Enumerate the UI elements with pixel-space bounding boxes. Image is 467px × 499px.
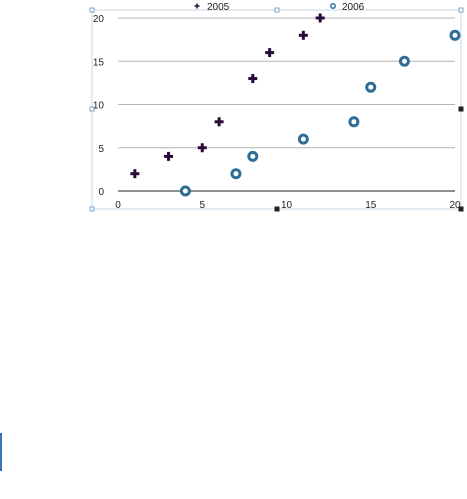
- data-point-plus: [194, 3, 200, 9]
- data-point-ring: [348, 116, 360, 128]
- selection-handle[interactable]: [89, 206, 95, 212]
- plot-area: [130, 13, 461, 197]
- data-point-ring: [330, 3, 336, 9]
- legend-item: 2005: [194, 2, 230, 13]
- selection-handle[interactable]: [458, 7, 464, 13]
- data-point-plus: [130, 169, 140, 179]
- data-point-ring: [398, 55, 410, 67]
- data-point-ring: [449, 29, 461, 41]
- selection-handle[interactable]: [274, 206, 280, 212]
- selection-border: [91, 9, 462, 210]
- legend-item: 2006: [330, 2, 365, 13]
- legend-label: 2006: [342, 2, 365, 13]
- y-tick-label: 15: [93, 57, 105, 68]
- selection-handles[interactable]: [89, 7, 464, 212]
- data-point-plus: [315, 13, 325, 23]
- selection-handle[interactable]: [458, 106, 464, 112]
- series-2005: [130, 13, 325, 179]
- data-point-plus: [214, 117, 224, 127]
- y-tick-label: 10: [93, 101, 105, 112]
- data-point-ring: [247, 150, 259, 162]
- data-point-plus: [248, 74, 258, 84]
- y-tick-labels: 0 5 10 15 20: [93, 14, 105, 198]
- x-tick-label: 5: [199, 200, 205, 211]
- x-tick-label: 10: [281, 200, 293, 211]
- y-tick-label: 5: [98, 144, 104, 155]
- data-point-ring: [230, 168, 242, 180]
- series-2006: [179, 29, 461, 197]
- legend-label: 2005: [207, 2, 230, 13]
- selection-handle[interactable]: [458, 206, 464, 212]
- data-point-plus: [298, 30, 308, 40]
- y-tick-label: 20: [93, 14, 105, 25]
- selection-frame: [91, 9, 462, 210]
- legend: 2005 2006: [194, 2, 365, 13]
- data-point-ring: [297, 133, 309, 145]
- window-edge-marker: [0, 433, 2, 471]
- x-tick-label: 15: [365, 200, 377, 211]
- data-point-plus: [197, 143, 207, 153]
- x-tick-label: 0: [115, 200, 121, 211]
- data-point-ring: [179, 185, 191, 197]
- selection-handle[interactable]: [89, 7, 95, 13]
- data-point-ring: [365, 81, 377, 93]
- selection-handle[interactable]: [274, 7, 280, 13]
- data-point-plus: [164, 151, 174, 161]
- y-tick-label: 0: [98, 187, 104, 198]
- data-point-plus: [265, 48, 275, 58]
- x-tick-label: 20: [449, 200, 461, 211]
- selection-handle[interactable]: [89, 106, 95, 112]
- x-tick-labels: 0 5 10 15 20: [115, 200, 461, 211]
- gridlines: [118, 17, 455, 149]
